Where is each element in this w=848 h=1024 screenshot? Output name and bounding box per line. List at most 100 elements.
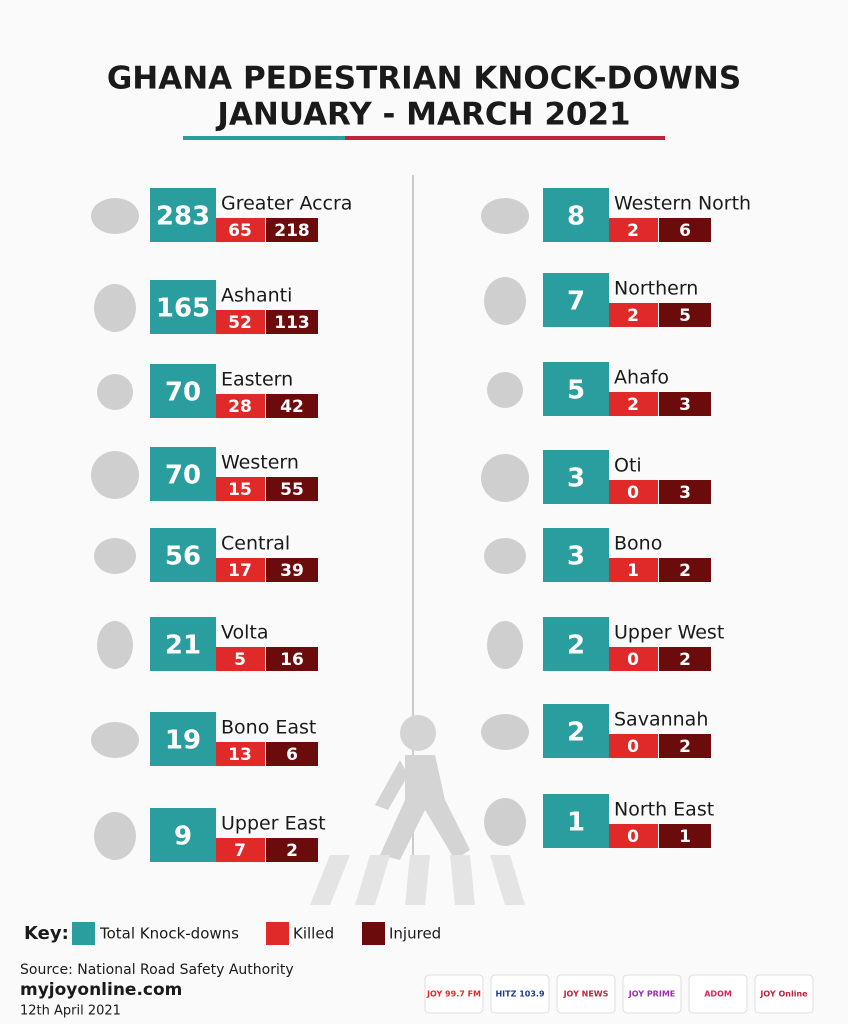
key-swatch	[266, 922, 289, 945]
region-map	[94, 538, 136, 574]
injured-value: 16	[280, 650, 304, 670]
killed-value: 5	[234, 650, 246, 670]
killed-value: 2	[627, 221, 639, 241]
region-map	[487, 621, 523, 669]
region-map	[487, 372, 523, 408]
injured-value: 55	[280, 480, 304, 500]
key-killed: Killed	[293, 925, 334, 943]
total-value: 70	[165, 461, 201, 491]
total-value: 2	[567, 718, 585, 748]
key-total: Total Knock-downs	[99, 925, 239, 943]
killed-box	[216, 310, 265, 334]
total-value: 21	[165, 631, 201, 661]
killed-value: 28	[228, 397, 252, 417]
injured-box	[659, 480, 711, 504]
region-map	[481, 714, 529, 750]
killed-box	[216, 838, 265, 862]
region-map	[94, 812, 136, 860]
logo-text: JOY PRIME	[628, 990, 676, 999]
killed-value: 7	[234, 841, 246, 861]
injured-value: 2	[679, 737, 691, 757]
total-box	[150, 447, 216, 501]
total-box	[543, 617, 609, 671]
injured-value: 1	[679, 827, 691, 847]
injured-value: 3	[679, 395, 691, 415]
killed-box	[216, 558, 265, 582]
injured-value: 6	[679, 221, 691, 241]
region-map	[481, 198, 529, 234]
total-box	[150, 808, 216, 862]
key-injured: Injured	[389, 925, 441, 943]
injured-box	[266, 558, 318, 582]
total-value: 165	[156, 294, 210, 324]
logo-box	[754, 974, 814, 1014]
killed-box	[216, 477, 265, 501]
key-swatch	[362, 922, 385, 945]
injured-value: 2	[679, 561, 691, 581]
injured-value: 5	[679, 306, 691, 326]
injured-value: 2	[286, 841, 298, 861]
region-name: Eastern	[221, 369, 293, 391]
total-box	[150, 712, 216, 766]
total-value: 5	[567, 376, 585, 406]
source: Source: National Road Safety Authority	[20, 962, 294, 978]
total-box	[543, 188, 609, 242]
total-value: 8	[567, 202, 585, 232]
injured-box	[266, 310, 318, 334]
killed-box	[609, 558, 658, 582]
total-value: 283	[156, 202, 210, 232]
key-label: Key:	[24, 923, 69, 944]
region-name: Western	[221, 452, 299, 474]
killed-value: 2	[627, 306, 639, 326]
total-value: 3	[567, 542, 585, 572]
logo-text: JOY Online	[759, 990, 808, 999]
injured-value: 6	[286, 745, 298, 765]
injured-box	[659, 218, 711, 242]
region-name: Ashanti	[221, 285, 292, 307]
killed-value: 0	[627, 827, 639, 847]
killed-value: 65	[228, 221, 252, 241]
logo-text: JOY 99.7 FM	[426, 990, 481, 999]
region-map	[484, 277, 526, 325]
total-box	[543, 794, 609, 848]
injured-value: 3	[679, 483, 691, 503]
injured-box	[659, 824, 711, 848]
logo-box	[556, 974, 616, 1014]
region-name: Western North	[614, 193, 751, 215]
region-map	[91, 451, 139, 499]
killed-value: 2	[627, 395, 639, 415]
region-map	[94, 284, 136, 332]
killed-box	[609, 734, 658, 758]
injured-value: 42	[280, 397, 304, 417]
injured-box	[659, 392, 711, 416]
killed-value: 0	[627, 737, 639, 757]
total-box	[150, 617, 216, 671]
total-value: 70	[165, 378, 201, 408]
injured-value: 39	[280, 561, 304, 581]
total-value: 3	[567, 464, 585, 494]
title: GHANA PEDESTRIAN KNOCK-DOWNS	[107, 61, 741, 97]
injured-box	[659, 647, 711, 671]
region-name: Ahafo	[614, 367, 669, 389]
killed-box	[609, 480, 658, 504]
region-name: Bono	[614, 533, 662, 555]
killed-box	[609, 218, 658, 242]
total-value: 7	[567, 287, 585, 317]
logo-box	[688, 974, 748, 1014]
total-box	[543, 528, 609, 582]
total-box	[150, 528, 216, 582]
logos: JOY 99.7 FM HITZ 103.9 JOY NEWS JOY PRIME AD…	[424, 974, 814, 1014]
killed-box	[216, 218, 265, 242]
total-box	[543, 704, 609, 758]
killed-box	[216, 742, 265, 766]
injured-box	[659, 734, 711, 758]
total-value: 19	[165, 726, 201, 756]
injured-value: 2	[679, 650, 691, 670]
injured-box	[266, 218, 318, 242]
killed-box	[216, 394, 265, 418]
subtitle: JANUARY - MARCH 2021	[215, 97, 630, 133]
logo-text: ADOM	[704, 990, 732, 999]
